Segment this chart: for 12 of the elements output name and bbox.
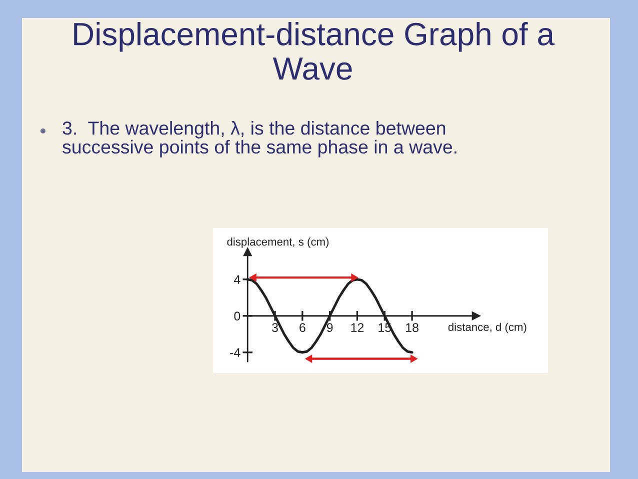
y-tick-label: 0: [234, 312, 240, 321]
x-tick-label: 6: [300, 323, 306, 332]
y-tick-label: -4: [230, 348, 240, 357]
y-tick-label: 4: [234, 275, 240, 284]
x-tick-label: 12: [351, 323, 364, 332]
y-axis-title: displacement, s (cm): [227, 238, 329, 248]
x-axis-title: distance, d (cm): [448, 322, 526, 334]
chart-title: Displacement-distance Graph of a Wave: [74, 22, 554, 80]
x-tick-label: 18: [406, 323, 418, 332]
text: 3. The wavelength, λ, is the distance between successive points of the same phase in a wave.: [62, 121, 456, 158]
x-tick-label: 3: [272, 323, 278, 332]
x-tick-label: 9: [326, 323, 333, 332]
